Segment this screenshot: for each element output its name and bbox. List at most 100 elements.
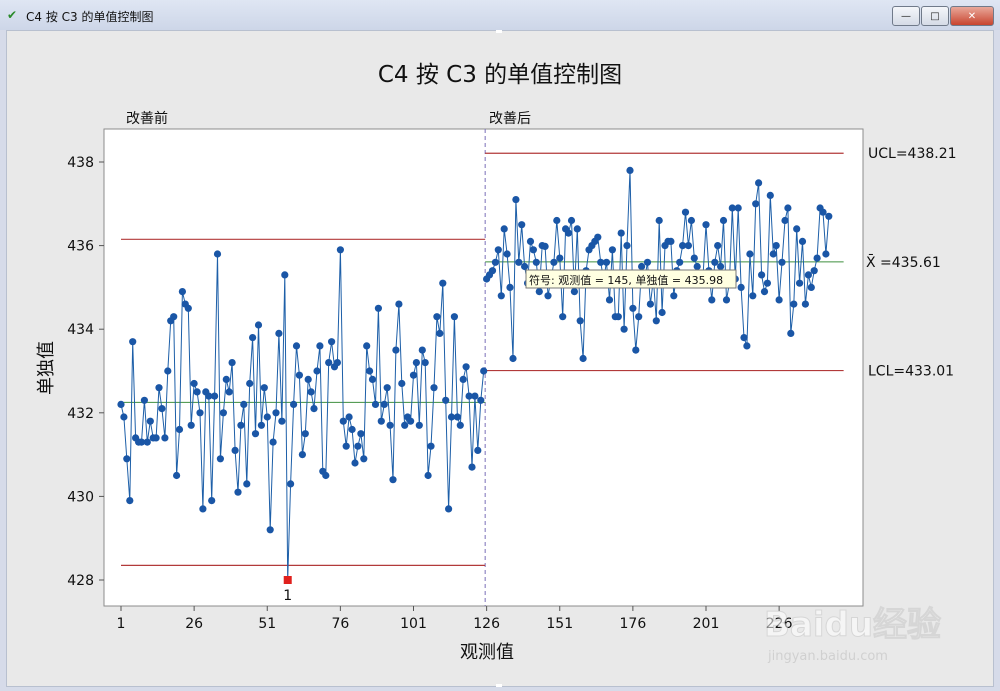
data-point xyxy=(801,300,810,308)
data-point xyxy=(763,279,772,287)
data-point xyxy=(559,313,567,321)
data-point xyxy=(249,334,257,342)
x-tick-label: 1 xyxy=(117,616,126,632)
data-point xyxy=(366,367,374,375)
data-point xyxy=(670,292,678,300)
data-point xyxy=(213,250,222,258)
data-point xyxy=(488,267,497,275)
data-point xyxy=(503,250,511,258)
x-tick-label: 226 xyxy=(766,616,793,632)
data-point xyxy=(825,212,833,220)
data-point xyxy=(635,313,643,321)
data-point xyxy=(646,300,655,308)
data-point xyxy=(430,384,438,392)
data-point xyxy=(389,476,397,484)
maximize-button[interactable]: □ xyxy=(921,6,949,26)
window-controls: — □ ✕ xyxy=(891,6,994,26)
data-point xyxy=(290,400,298,408)
data-point xyxy=(357,430,365,438)
data-point xyxy=(719,216,728,225)
data-point xyxy=(395,300,403,308)
data-point xyxy=(778,258,786,266)
data-point xyxy=(383,384,391,392)
data-point xyxy=(211,392,219,400)
data-point xyxy=(178,288,186,296)
y-tick-label: 436 xyxy=(67,239,94,255)
data-point xyxy=(544,292,552,300)
test-failure-label: 1 xyxy=(283,588,292,604)
data-point xyxy=(377,417,385,425)
data-point xyxy=(190,379,198,388)
data-point xyxy=(129,338,137,346)
data-point xyxy=(597,258,605,266)
data-point xyxy=(494,246,502,254)
data-point xyxy=(521,262,529,271)
minimize-button[interactable]: — xyxy=(892,6,920,26)
data-point xyxy=(734,204,742,212)
data-point xyxy=(512,196,520,204)
data-point xyxy=(506,283,514,291)
data-point xyxy=(453,413,461,421)
data-point xyxy=(292,342,301,350)
data-point xyxy=(333,359,341,367)
data-point xyxy=(246,379,254,388)
window-titlebar: ✔ C4 按 C3 的单值控制图 — □ ✕ xyxy=(0,0,1000,30)
data-point xyxy=(722,296,731,304)
data-point xyxy=(363,342,371,350)
data-point xyxy=(708,296,716,304)
x-tick-label: 26 xyxy=(185,616,203,632)
data-point xyxy=(368,375,377,383)
data-point xyxy=(553,216,561,225)
data-point xyxy=(392,346,400,354)
data-point xyxy=(755,179,763,187)
data-point xyxy=(509,354,517,363)
data-point xyxy=(819,208,827,216)
data-point xyxy=(272,409,280,417)
data-point xyxy=(170,313,178,321)
data-point xyxy=(146,417,154,425)
data-point xyxy=(620,325,628,333)
data-point xyxy=(638,262,646,271)
data-point xyxy=(541,242,549,250)
data-point xyxy=(535,288,543,296)
data-point xyxy=(407,417,415,425)
resize-handle-bottom[interactable] xyxy=(496,684,502,687)
data-point xyxy=(684,242,693,250)
center-label: X̄ =435.61 xyxy=(866,253,941,271)
data-point xyxy=(529,246,538,254)
out-of-control-point xyxy=(283,576,292,584)
data-point xyxy=(658,308,666,317)
data-point xyxy=(374,304,382,312)
resize-handle-top[interactable] xyxy=(496,30,502,33)
data-point xyxy=(433,313,441,321)
tooltip-box xyxy=(525,269,737,289)
data-point xyxy=(398,379,406,388)
tooltip-text: 符号: 观测值 = 145, 单独值 = 435.98 xyxy=(529,274,723,287)
data-point xyxy=(605,296,614,304)
data-point xyxy=(275,329,283,337)
data-point xyxy=(602,258,611,266)
data-point xyxy=(216,455,224,463)
data-point xyxy=(161,434,169,442)
data-point xyxy=(263,413,271,421)
data-point xyxy=(480,367,488,375)
close-button[interactable]: ✕ xyxy=(950,6,994,26)
data-point xyxy=(711,258,719,266)
data-point xyxy=(807,283,815,291)
data-point xyxy=(804,271,813,279)
data-point xyxy=(784,204,792,212)
data-point xyxy=(152,434,160,442)
data-point xyxy=(199,505,207,513)
data-point xyxy=(643,258,652,266)
x-tick-label: 76 xyxy=(331,616,349,632)
data-point xyxy=(322,471,330,480)
y-tick-label: 434 xyxy=(67,322,94,338)
x-tick-label: 126 xyxy=(473,616,500,632)
data-point xyxy=(781,216,789,225)
data-point xyxy=(456,421,464,429)
data-point xyxy=(240,400,248,408)
y-tick-label: 428 xyxy=(67,573,94,589)
data-point xyxy=(772,242,780,250)
data-point xyxy=(550,258,558,266)
data-point xyxy=(401,421,409,429)
